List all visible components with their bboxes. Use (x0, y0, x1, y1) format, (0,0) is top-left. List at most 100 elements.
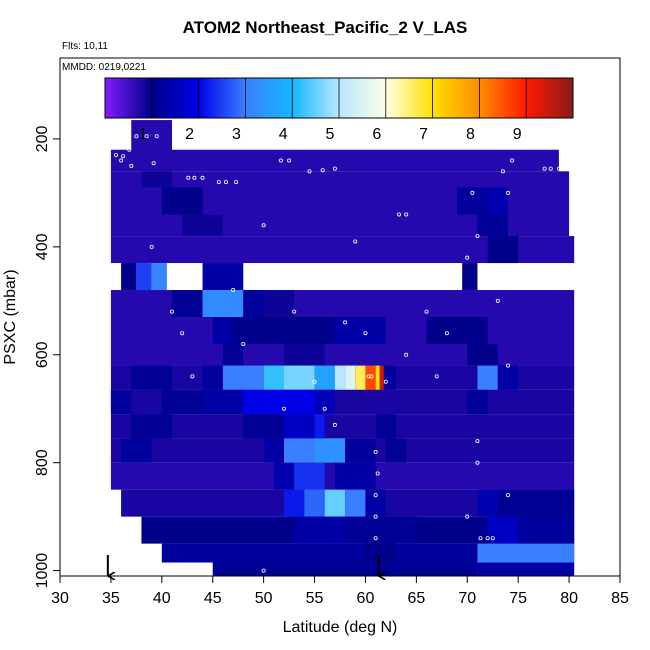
sample-point (490, 536, 495, 541)
heatmap-cell (263, 365, 284, 390)
heatmap-cell (487, 516, 519, 544)
sample-point (495, 298, 500, 303)
sample-point (192, 175, 197, 180)
x-tick-label: 30 (51, 590, 69, 607)
heatmap-cell (477, 489, 498, 517)
heatmap-cell (202, 290, 244, 317)
heatmap-cell (243, 414, 284, 439)
heatmap-cell (161, 389, 203, 415)
sample-point (500, 169, 505, 174)
heatmap-cell (365, 489, 386, 517)
sample-point (505, 493, 510, 498)
heatmap-cell (334, 365, 346, 390)
sample-point (149, 244, 154, 249)
sample-point (404, 212, 409, 217)
colorbar-tick-label: 9 (513, 126, 522, 143)
sample-point (475, 234, 480, 239)
sample-point (332, 422, 337, 427)
heatmap-cell (110, 414, 575, 439)
heatmap-cell (212, 562, 478, 576)
x-tick-label: 70 (458, 590, 476, 607)
heatmap-cell (304, 489, 325, 517)
heatmap-cell (497, 365, 519, 390)
sample-point (373, 514, 378, 519)
sample-point (322, 406, 327, 411)
chart-title: ATOM2 Northeast_Pacific_2 V_LAS (182, 18, 468, 37)
heatmap-cell (375, 365, 380, 390)
heatmap-cell (284, 414, 315, 439)
heatmap-cell (222, 343, 244, 366)
sample-point (292, 309, 297, 314)
y-axis-label: PSXC (mbar) (2, 269, 19, 364)
heatmap-cell (314, 414, 325, 439)
x-tick-label: 60 (357, 590, 375, 607)
sample-point (261, 223, 266, 228)
sample-point (404, 352, 409, 357)
y-tick-label: 400 (34, 233, 51, 260)
heatmap-cell (212, 317, 234, 344)
heatmap-cell (284, 365, 315, 390)
heatmap-cells (110, 120, 575, 576)
sample-point (129, 163, 134, 168)
colorbar-tick-label: 5 (326, 126, 335, 143)
sample-point (526, 271, 531, 276)
sample-point (343, 320, 348, 325)
sample-point (281, 406, 286, 411)
flight-arrows (106, 555, 379, 576)
colorbar-tick-label: 8 (466, 126, 475, 143)
heatmap-cell (136, 263, 152, 291)
sample-point (200, 568, 205, 573)
heatmap-cell (284, 343, 325, 366)
sample-point (434, 374, 439, 379)
sample-point (186, 175, 191, 180)
heatmap-cell (477, 365, 498, 390)
dates-label: MMDD: 0219,0221 (62, 62, 146, 73)
heatmap-cell (314, 438, 346, 463)
sample-point (475, 460, 480, 465)
x-axis-label: Latitude (deg N) (283, 619, 398, 636)
heatmap-cell (161, 187, 203, 215)
heatmap-cell (365, 543, 396, 563)
heatmap-cell (324, 489, 346, 517)
sample-point (124, 134, 129, 139)
sample-point (447, 136, 452, 141)
heatmap-cell (110, 171, 570, 188)
heatmap-cell (202, 389, 244, 415)
sample-point (134, 134, 139, 139)
sample-point (478, 536, 483, 541)
sample-point (154, 134, 159, 139)
heatmap-cell (385, 438, 407, 463)
x-tick-label: 80 (560, 590, 578, 607)
heatmap-cell (345, 365, 356, 390)
sample-point (320, 168, 325, 173)
heatmap-cell (243, 290, 264, 317)
heatmap-cell (202, 263, 244, 291)
sample-point (114, 153, 119, 158)
heatmap-cell (487, 187, 508, 215)
sample-point (424, 309, 429, 314)
y-tick-label: 600 (34, 341, 51, 368)
y-tick-label: 1000 (34, 553, 51, 589)
colorbar-tick-label: 2 (185, 126, 194, 143)
sample-point (216, 180, 221, 185)
heatmap-cell (202, 365, 223, 390)
heatmap-cell (497, 489, 575, 517)
sample-point (251, 266, 256, 271)
heatmap-cell (233, 317, 335, 344)
colorbar-tick-label: 6 (372, 126, 381, 143)
sample-point (373, 536, 378, 541)
heatmap-cell (110, 214, 570, 237)
sample-point (465, 255, 470, 260)
sample-point (180, 331, 185, 336)
sample-point (363, 331, 368, 336)
heatmap-cell (314, 365, 335, 390)
sample-point (312, 379, 317, 384)
y-tick-label: 200 (34, 125, 51, 152)
colorbar-tick-label: 4 (279, 126, 288, 143)
x-tick-label: 75 (509, 590, 527, 607)
heatmap-cell (462, 263, 478, 291)
heatmap-cell (334, 462, 376, 490)
sample-point (151, 161, 156, 166)
sample-point (373, 493, 378, 498)
